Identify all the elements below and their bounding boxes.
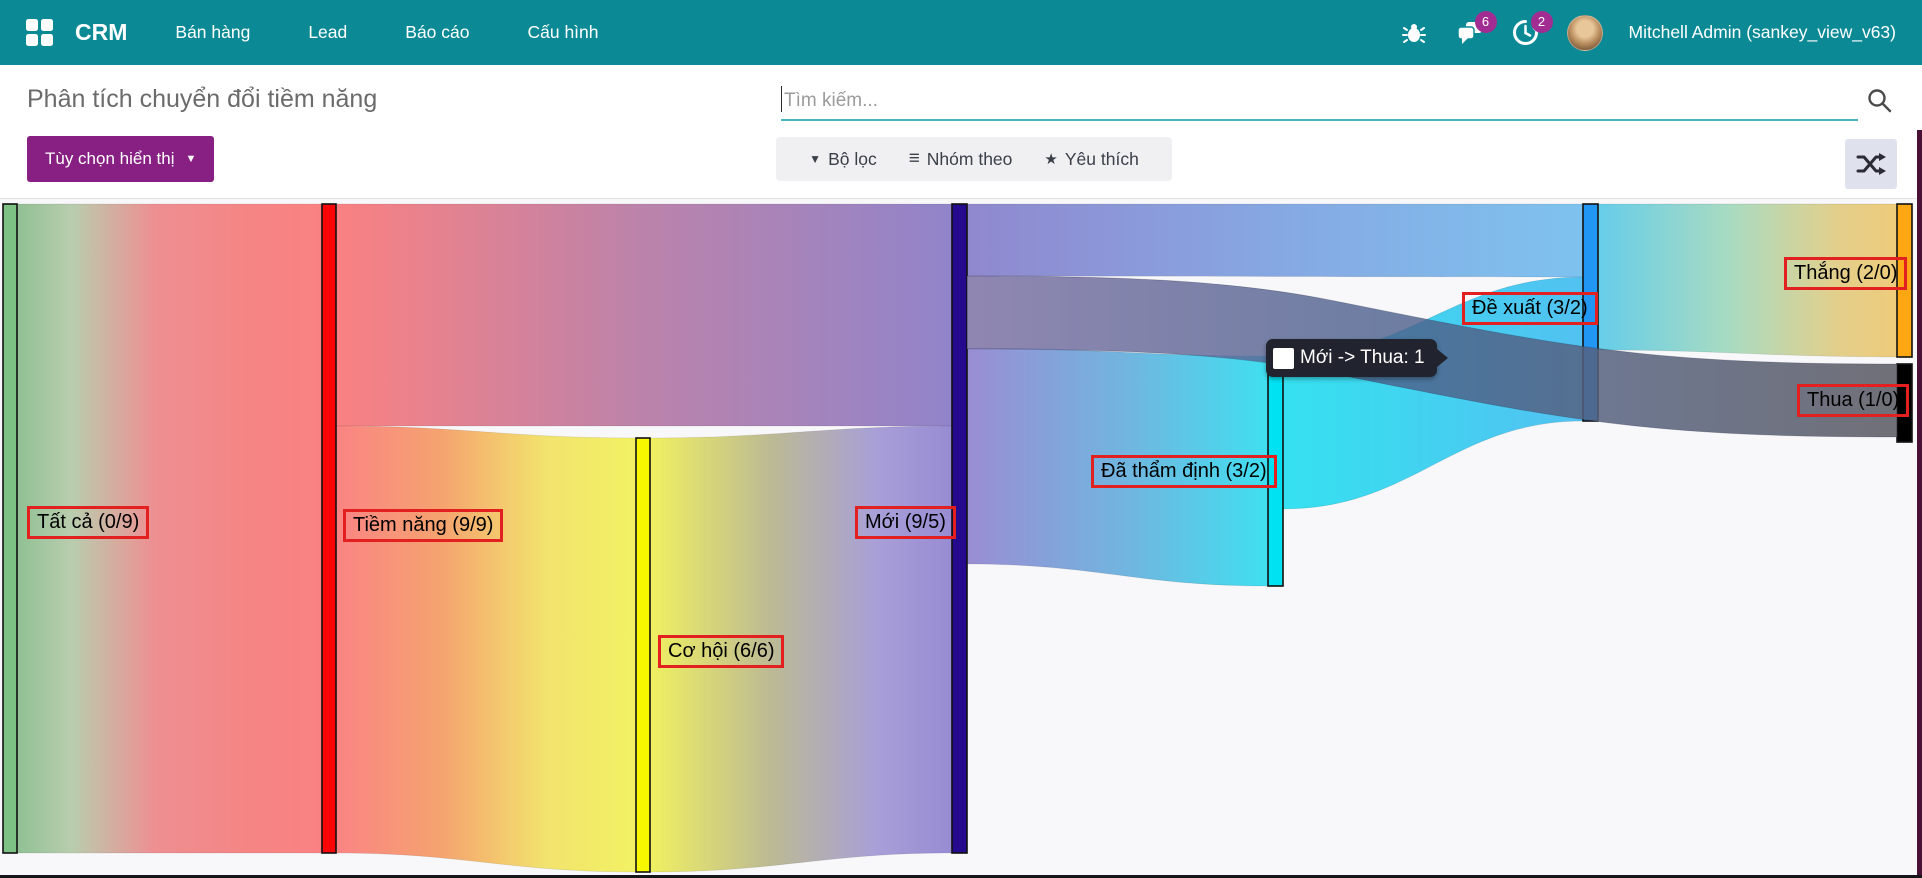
right-edge-stripe (1917, 130, 1922, 878)
nav-item-cau-hinh[interactable]: Cấu hình (527, 22, 599, 42)
link-tiemnang-moi (335, 203, 953, 427)
link-tooltip: Mới -> Thua: 1 (1266, 339, 1448, 377)
nav-left: CRM Bán hàng Lead Báo cáo Cấu hình (0, 19, 599, 46)
node-tiemnang (321, 203, 337, 854)
activities-clock-icon[interactable]: 2 (1511, 10, 1553, 48)
node-label-dathamdinh[interactable]: Đã thẩm định (3/2) (1091, 455, 1277, 488)
bottom-edge-line (0, 875, 1922, 878)
sankey-links[interactable] (16, 203, 1898, 873)
nav-item-ban-hang[interactable]: Bán hàng (175, 22, 251, 42)
filters-button[interactable]: ▼ Bộ lọc (797, 149, 889, 170)
node-label-tatca[interactable]: Tất cả (0/9) (27, 506, 150, 539)
node-label-dexuat[interactable]: Đề xuất (3/2) (1462, 292, 1598, 325)
link-dexuat-thang (1597, 203, 1898, 358)
node-label-cohoi[interactable]: Cơ hội (6/6) (658, 635, 785, 668)
tooltip-text: Mới -> Thua: 1 (1300, 347, 1425, 368)
node-cohoi (635, 437, 651, 873)
node-tatca (2, 203, 18, 854)
activities-count-badge: 2 (1530, 10, 1553, 33)
nav-item-lead[interactable]: Lead (308, 22, 348, 42)
buttons-row: Tùy chọn hiển thị ▼ ▼ Bộ lọc ≡ Nhóm theo… (0, 135, 1922, 198)
messages-icon[interactable]: 6 (1455, 10, 1497, 48)
star-icon: ★ (1044, 151, 1058, 168)
node-label-tiemnang[interactable]: Tiềm năng (9/9) (343, 509, 504, 542)
tooltip-color-swatch (1273, 347, 1294, 369)
bars-icon: ≡ (908, 148, 920, 169)
sankey-svg (2, 203, 1913, 873)
nav-right: 6 2 Mitchell Admin (sankey_view_v63) (1399, 0, 1896, 65)
shuffle-button[interactable] (1845, 139, 1897, 189)
app-brand[interactable]: CRM (75, 19, 128, 45)
node-label-moi[interactable]: Mới (9/5) (855, 506, 956, 539)
user-menu[interactable]: Mitchell Admin (sankey_view_v63) (1628, 22, 1896, 42)
avatar[interactable] (1566, 14, 1603, 51)
caret-down-icon: ▼ (185, 153, 197, 165)
nav-item-bao-cao[interactable]: Báo cáo (405, 22, 470, 42)
sankey-nodes[interactable] (2, 203, 1913, 873)
debug-bug-icon[interactable] (1399, 18, 1429, 48)
link-moi-dexuat (966, 203, 1584, 278)
sankey-chart[interactable] (0, 198, 1922, 875)
node-label-thang[interactable]: Thắng (2/0) (1784, 257, 1908, 290)
filter-caret-icon: ▼ (809, 152, 822, 166)
shuffle-icon (1856, 153, 1886, 175)
search-input[interactable]: Tìm kiếm... (781, 79, 1858, 121)
control-panel-row: Phân tích chuyển đổi tiềm năng Tìm kiếm.… (0, 65, 1922, 135)
top-navbar: CRM Bán hàng Lead Báo cáo Cấu hình (0, 0, 1922, 65)
text-caret (781, 86, 782, 112)
search-icon[interactable] (1866, 87, 1894, 120)
search-placeholder: Tìm kiếm... (784, 90, 878, 111)
nav-menu: Bán hàng Lead Báo cáo Cấu hình (175, 22, 598, 43)
apps-grid-icon[interactable] (26, 19, 53, 46)
link-tiemnang-cohoi (335, 425, 637, 873)
messages-count-badge: 6 (1474, 10, 1497, 33)
node-moi (951, 203, 968, 854)
page-title: Phân tích chuyển đổi tiềm năng (27, 85, 378, 113)
node-label-thua[interactable]: Thua (1/0) (1797, 384, 1910, 417)
group-by-button[interactable]: ≡ Nhóm theo (897, 148, 1025, 170)
display-options-button[interactable]: Tùy chọn hiển thị ▼ (27, 136, 215, 182)
favorites-button[interactable]: ★ Yêu thích (1032, 149, 1150, 170)
search-facets-bar: ▼ Bộ lọc ≡ Nhóm theo ★ Yêu thích (776, 137, 1172, 181)
